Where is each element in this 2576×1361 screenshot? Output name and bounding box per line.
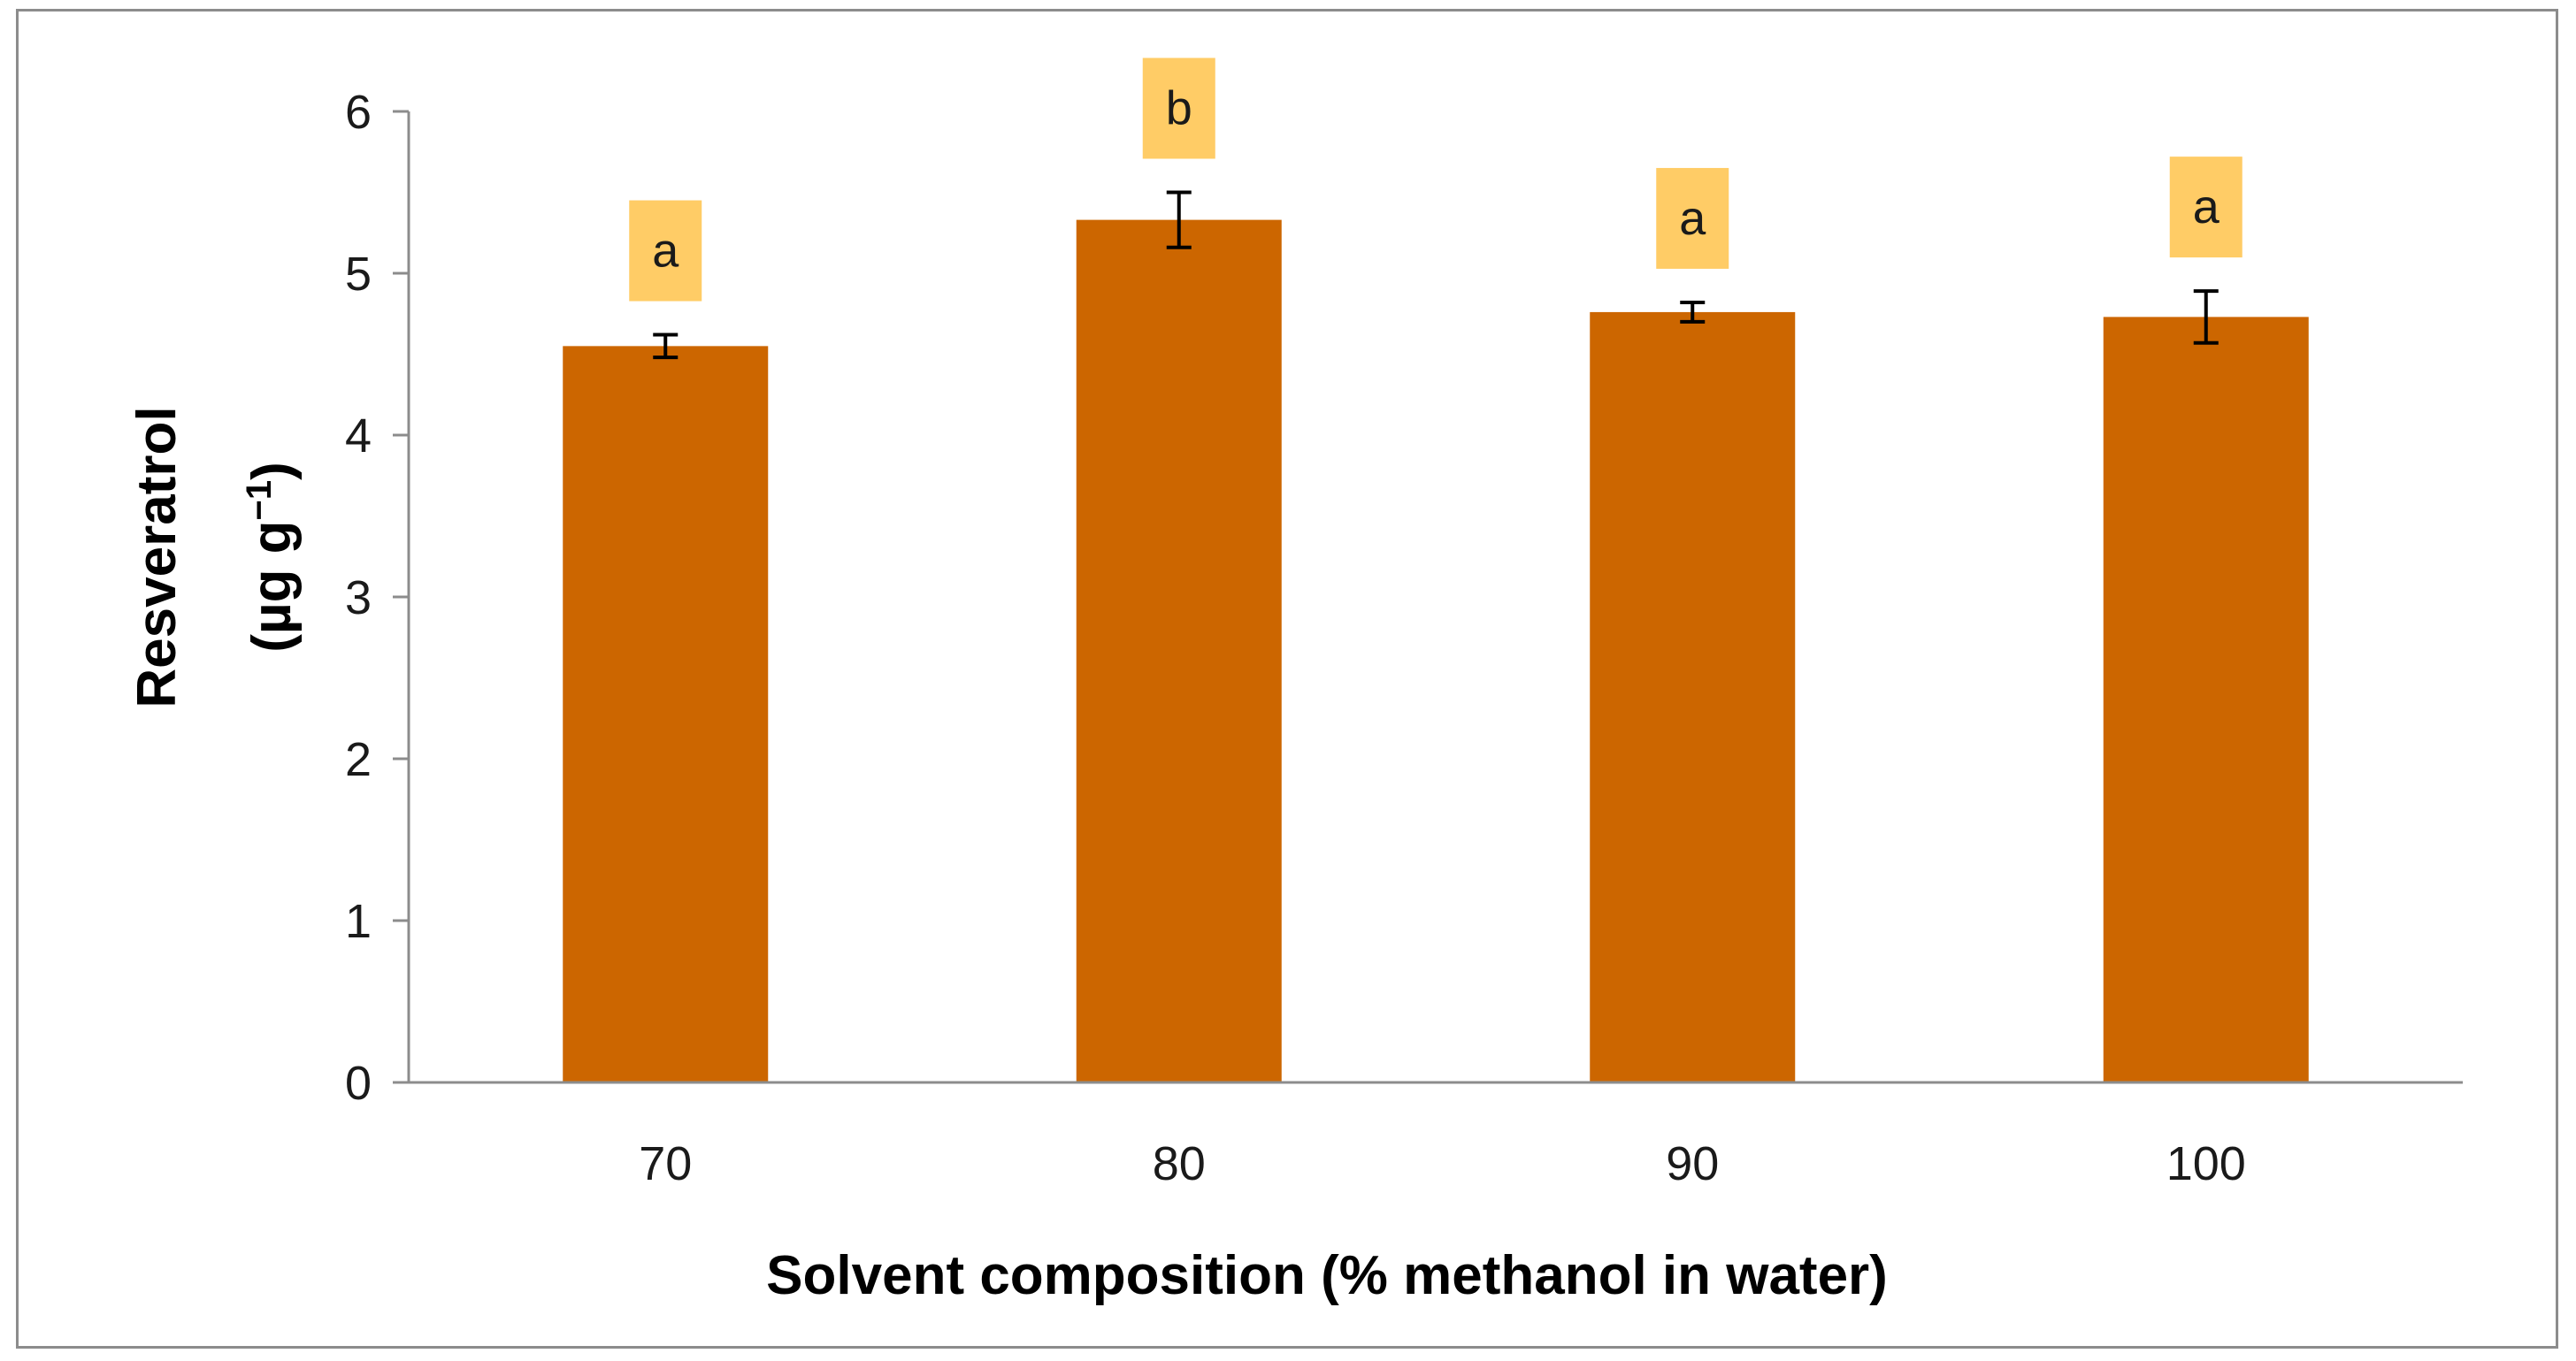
- y-tick-label: 4: [345, 409, 372, 463]
- significance-letter-100: a: [2193, 180, 2220, 233]
- bar-80: [1076, 219, 1282, 1083]
- significance-letter-70: a: [652, 225, 679, 278]
- y-axis-title-line1: Resveratrol: [126, 406, 188, 707]
- x-tick-label-80: 80: [1153, 1137, 1206, 1190]
- y-tick-label: 0: [345, 1057, 372, 1110]
- x-tick-label-100: 100: [2166, 1137, 2246, 1190]
- y-axis-unit: (µg g: [242, 520, 303, 652]
- y-axis-title: Resveratrol (µg g−1): [126, 406, 303, 707]
- x-axis-ticks: 70 80 90 100: [639, 1137, 2246, 1190]
- significance-letter-90: a: [1679, 192, 1706, 245]
- x-tick-label-90: 90: [1666, 1137, 1719, 1190]
- bar-90: [1590, 311, 1796, 1082]
- y-axis-unit-exponent: −1: [240, 480, 279, 521]
- y-tick-label: 3: [345, 571, 372, 624]
- y-axis-unit-close: ): [242, 462, 303, 480]
- x-axis-title: Solvent composition (% methanol in water…: [766, 1245, 1888, 1306]
- significance-letter-80: b: [1166, 82, 1192, 135]
- y-axis-title-line2: (µg g−1): [240, 462, 303, 653]
- y-tick-label: 2: [345, 733, 372, 786]
- significance-box-80: [1142, 57, 1215, 159]
- y-tick-label: 1: [345, 895, 372, 948]
- bar-100: [2103, 317, 2309, 1082]
- bars: [563, 219, 2309, 1083]
- significance-box-100: [2169, 157, 2242, 258]
- significance-letters: a b a a: [629, 57, 2242, 302]
- error-bars: [653, 190, 2219, 360]
- y-tick-label: 6: [345, 86, 372, 139]
- significance-box-90: [1656, 167, 1729, 269]
- y-tick-label: 5: [345, 248, 372, 301]
- y-axis-ticks: 0 1 2 3 4 5 6: [345, 86, 409, 1110]
- significance-box-70: [629, 200, 702, 302]
- bar-70: [563, 346, 769, 1083]
- x-tick-label-70: 70: [639, 1137, 692, 1190]
